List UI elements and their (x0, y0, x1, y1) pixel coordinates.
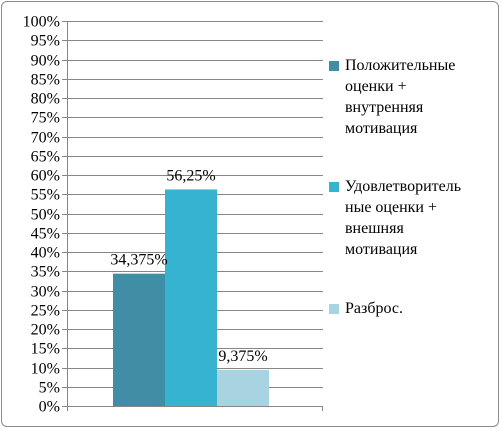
legend-swatch-satisfactory (329, 182, 339, 192)
y-tick-label: 95% (31, 33, 60, 50)
y-tick-label: 55% (31, 187, 60, 204)
data-label-satisfactory: 56,25% (166, 167, 215, 184)
legend-label-line: внешняя (345, 220, 404, 237)
legend-label-line: оценки + (345, 78, 407, 95)
legend-label-spread: Разброс. (345, 298, 495, 319)
y-tick-label: 30% (31, 284, 60, 301)
legend-swatch-positive (329, 61, 339, 71)
y-axis-ticks: 0% 5% 10% 15% 20% 25% 30% 35% 40% 45% 50% 55% 60% 65%… (23, 14, 60, 416)
y-tick-label: 0% (39, 399, 60, 416)
y-tick-label: 70% (31, 130, 60, 147)
y-tick-label: 85% (31, 72, 60, 89)
legend-label-line: внутренняя (345, 99, 424, 116)
bars (113, 189, 269, 406)
y-tick-label: 60% (31, 168, 60, 185)
data-label-spread: 9,375% (218, 348, 267, 365)
data-label-positive: 34,375% (110, 252, 167, 269)
bar-satisfactory (165, 189, 217, 406)
y-tick-label: 15% (31, 341, 60, 358)
y-tick-label: 90% (31, 53, 60, 70)
y-tick-label: 20% (31, 322, 60, 339)
data-labels: 34,375% 56,25% 9,375% (110, 167, 267, 364)
y-tick-label: 80% (31, 91, 60, 108)
y-tick-label: 25% (31, 303, 60, 320)
axes (62, 21, 323, 411)
legend-swatch-spread (329, 304, 339, 314)
y-tick-label: 10% (31, 361, 60, 378)
y-tick-label: 50% (31, 207, 60, 224)
legend-label-line: Положительные (345, 57, 456, 74)
legend-label-line: Разброс. (345, 300, 403, 317)
legend-label-satisfactory: Удовлетворитель ные оценки + внешняя мот… (345, 176, 495, 260)
y-tick-label: 45% (31, 226, 60, 243)
legend-label-line: мотивация (345, 120, 418, 137)
y-tick-label: 100% (23, 14, 60, 31)
legend-label-line: Удовлетворитель (345, 178, 462, 195)
y-tick-label: 75% (31, 110, 60, 127)
bar-positive (113, 273, 165, 406)
y-tick-label: 40% (31, 245, 60, 262)
y-tick-label: 5% (39, 380, 60, 397)
legend-label-line: мотивация (345, 241, 418, 258)
legend-label-positive: Положительные оценки + внутренняя мотива… (345, 55, 495, 139)
y-tick-label: 65% (31, 149, 60, 166)
bar-spread (217, 369, 269, 406)
y-tick-label: 35% (31, 264, 60, 281)
legend-label-line: ные оценки + (345, 199, 437, 216)
